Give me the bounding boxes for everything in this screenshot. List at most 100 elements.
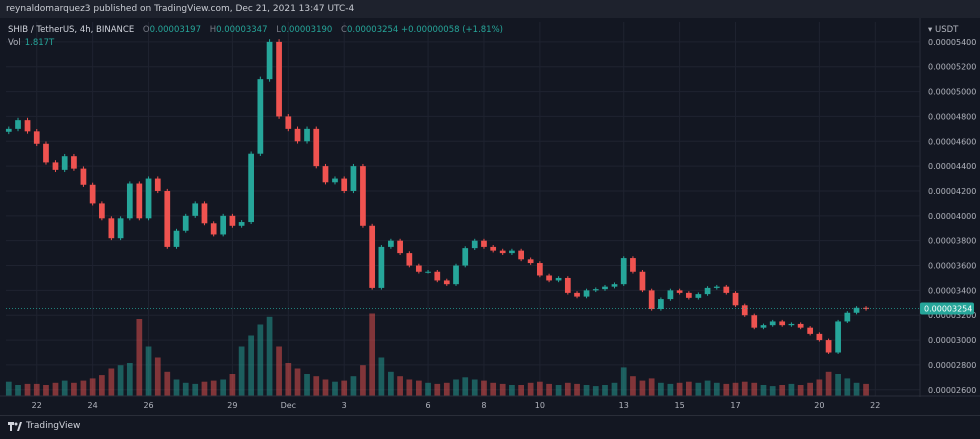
- volume-bar: [238, 346, 245, 396]
- candle-body: [341, 178, 348, 191]
- volume-bar: [592, 386, 599, 396]
- candle-body: [611, 284, 618, 287]
- candle-body: [667, 290, 674, 300]
- candle-body: [564, 277, 571, 293]
- volume-bar: [248, 335, 254, 396]
- open-value: 0.00003197: [149, 25, 201, 35]
- volume-bar: [266, 316, 273, 396]
- candle-body: [192, 203, 199, 216]
- candle-body: [182, 215, 189, 231]
- volume-bar: [332, 381, 338, 396]
- currency-selector[interactable]: ▾ USDT: [928, 25, 958, 35]
- volume-bar: [555, 385, 562, 396]
- volume-bar: [173, 379, 180, 396]
- x-tick-label: 3: [342, 401, 347, 410]
- x-tick-label: 6: [426, 401, 431, 410]
- high-value: 0.00003347: [216, 25, 268, 35]
- volume-bar: [564, 382, 571, 396]
- volume-bar: [695, 382, 702, 396]
- volume-bar: [574, 383, 580, 396]
- symbol-label[interactable]: SHIB / TetherUS, 4h, BINANCE: [8, 25, 135, 35]
- volume-bar: [611, 382, 618, 396]
- price-candles: [5, 39, 869, 354]
- candle-body: [397, 240, 403, 254]
- y-tick-label: 0.00004600: [928, 137, 976, 146]
- price-axis: 0.00002600 0.00002800 0.00003000 0.00003200…: [919, 18, 976, 397]
- tradingview-brand[interactable]: TradingView: [8, 421, 80, 431]
- volume-bar: [816, 379, 823, 396]
- candle-body: [425, 271, 431, 273]
- y-tick-label: 0.00005400: [928, 38, 976, 47]
- volume-bar: [723, 383, 730, 396]
- volume-bar: [192, 383, 199, 396]
- volume-bar: [52, 382, 59, 396]
- volume-bar: [360, 365, 366, 396]
- candle-body: [136, 183, 143, 219]
- chart-canvas[interactable]: 0.00002600 0.00002800 0.00003000 0.00003200…: [0, 18, 980, 415]
- volume-bar: [434, 383, 441, 396]
- candle-body: [266, 41, 273, 80]
- candle-body: [89, 184, 96, 204]
- candle-body: [238, 222, 245, 226]
- candle-body: [108, 218, 115, 239]
- volume-bar: [490, 382, 497, 396]
- candle-body: [276, 41, 282, 117]
- candle-body: [527, 259, 534, 264]
- candle-body: [863, 307, 869, 310]
- y-tick-label: 0.00003000: [928, 336, 976, 345]
- candle-body: [509, 250, 515, 254]
- candle-body: [639, 271, 646, 291]
- volume-bar: [108, 368, 115, 396]
- candle-body: [658, 299, 664, 310]
- candle-body: [99, 203, 105, 219]
- candle-body: [313, 128, 320, 167]
- volume-bar: [769, 386, 776, 396]
- y-tick-label: 0.00003800: [928, 237, 976, 246]
- volume-bar: [43, 385, 49, 396]
- volume-bar: [388, 371, 394, 396]
- volume-bar: [276, 346, 282, 396]
- volume-bar: [685, 381, 692, 396]
- candle-body: [471, 240, 478, 249]
- volume-bar: [5, 381, 12, 396]
- candle-body: [294, 128, 301, 142]
- volume-bar: [33, 383, 40, 396]
- volume-bar: [462, 377, 469, 396]
- volume-bar: [341, 380, 348, 396]
- candle-body: [760, 325, 767, 328]
- volume-bar: [71, 382, 77, 396]
- volume-bar: [853, 382, 860, 396]
- candle-body: [304, 128, 310, 142]
- volume-bar: [704, 380, 711, 396]
- candle-body: [704, 287, 711, 295]
- candle-body: [378, 246, 385, 288]
- volume-bar: [825, 371, 832, 396]
- volume-bar: [648, 378, 655, 396]
- candle-body: [33, 131, 40, 144]
- y-tick-label: 0.00004800: [928, 112, 976, 121]
- candle-body: [229, 215, 236, 226]
- brand-name: TradingView: [26, 421, 81, 431]
- volume-bar: [89, 378, 96, 396]
- volume-bar: [844, 378, 851, 396]
- candle-body: [248, 153, 254, 223]
- volume-bar: [15, 385, 21, 396]
- candle-body: [145, 178, 152, 219]
- close-label: C: [341, 25, 347, 35]
- volume-bar: [630, 376, 636, 396]
- candle-body: [835, 321, 841, 353]
- x-tick-label: 8: [481, 401, 486, 410]
- candle-body: [574, 292, 580, 297]
- publisher-bar: reynaldomarquez3 published on TradingVie…: [0, 0, 980, 18]
- x-tick-label: 29: [227, 401, 237, 410]
- volume-bar: [136, 319, 143, 396]
- volume-bar: [835, 374, 841, 396]
- volume-bar: [732, 382, 739, 396]
- candle-body: [388, 240, 394, 247]
- volume-bar: [117, 365, 124, 396]
- volume-bar: [788, 383, 795, 396]
- candle-body: [546, 275, 552, 281]
- volume-bar: [602, 385, 608, 396]
- y-tick-label: 0.00003400: [928, 286, 976, 295]
- candle-body: [434, 271, 441, 281]
